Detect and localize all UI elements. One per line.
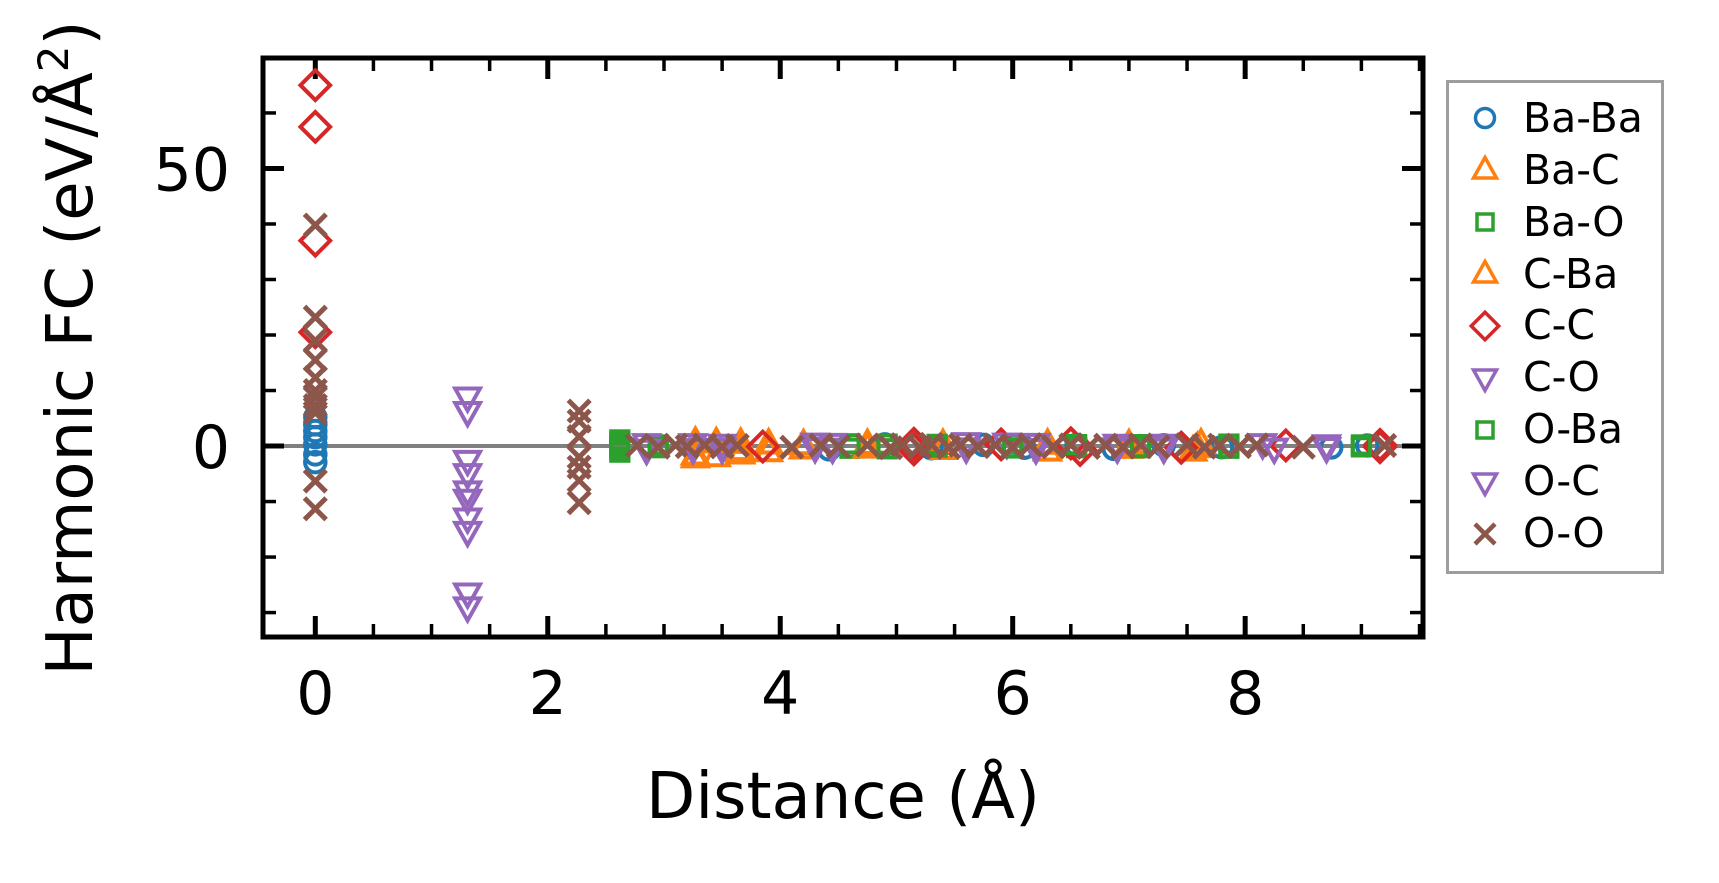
legend-item-ba-o: Ba-O bbox=[1449, 198, 1661, 247]
legend-item-o-o: O-O bbox=[1449, 509, 1661, 558]
x-tick-label: 8 bbox=[1226, 659, 1264, 729]
legend-marker-x-icon bbox=[1473, 521, 1497, 546]
legend-marker-square-icon bbox=[1475, 212, 1495, 232]
x-tick-label: 4 bbox=[761, 659, 799, 729]
x-tick-label: 2 bbox=[529, 659, 567, 729]
legend-label: C-C bbox=[1523, 301, 1596, 350]
legend: Ba-Ba Ba-C Ba-O C-Ba C-C C-O O-Ba O-C O-O bbox=[1446, 80, 1664, 574]
legend-label: Ba-Ba bbox=[1523, 93, 1643, 142]
y-axis-label: Harmonic FC (eV/Å2) bbox=[29, 21, 108, 676]
legend-marker-diamond-icon bbox=[1468, 309, 1502, 343]
legend-item-o-c: O-C bbox=[1449, 457, 1661, 506]
x-tick-label: 0 bbox=[296, 659, 334, 729]
legend-item-c-c: C-C bbox=[1449, 301, 1661, 350]
legend-marker-triangle-up-icon bbox=[1470, 154, 1500, 181]
plot-border bbox=[260, 55, 1426, 640]
legend-label: C-O bbox=[1523, 353, 1600, 402]
data-points-layer bbox=[297, 67, 1398, 625]
legend-item-c-ba: C-Ba bbox=[1449, 250, 1661, 299]
legend-label: Ba-C bbox=[1523, 145, 1620, 194]
axes-spines bbox=[260, 55, 1426, 640]
legend-item-o-ba: O-Ba bbox=[1449, 405, 1661, 454]
x-tick-label: 6 bbox=[994, 659, 1032, 729]
legend-label: O-C bbox=[1523, 457, 1600, 506]
legend-label: O-Ba bbox=[1523, 405, 1623, 454]
legend-item-c-o: C-O bbox=[1449, 353, 1661, 402]
legend-marker-triangle-down-icon bbox=[1470, 368, 1500, 394]
legend-marker-square-icon bbox=[1475, 419, 1495, 440]
legend-marker-circle-icon bbox=[1473, 107, 1497, 130]
legend-label: C-Ba bbox=[1523, 249, 1619, 298]
y-tick-label: 50 bbox=[154, 135, 230, 205]
legend-marker-triangle-down-icon bbox=[1470, 471, 1500, 498]
legend-marker-triangle-up-icon bbox=[1470, 257, 1500, 284]
tick-labels: 0 2 4 6 8 0 50 bbox=[154, 135, 1265, 729]
axis-ticks bbox=[265, 60, 1422, 635]
x-axis-label: Distance (Å) bbox=[646, 758, 1040, 834]
legend-label: O-O bbox=[1523, 509, 1605, 558]
legend-item-ba-ba: Ba-Ba bbox=[1449, 94, 1661, 143]
y-tick-label: 0 bbox=[192, 413, 230, 483]
legend-item-ba-c: Ba-C bbox=[1449, 146, 1661, 195]
series-o-o bbox=[302, 212, 1398, 522]
legend-label: Ba-O bbox=[1523, 197, 1625, 246]
